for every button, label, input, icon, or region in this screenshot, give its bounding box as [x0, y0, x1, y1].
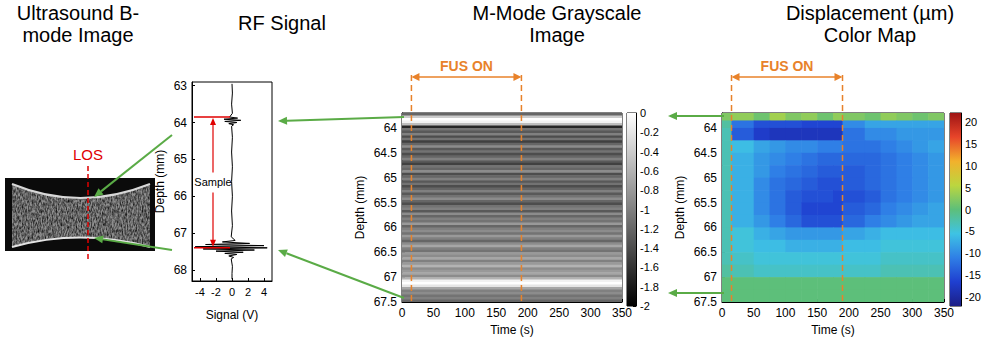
svg-text:-0.2: -0.2: [640, 126, 659, 138]
svg-text:Signal (V): Signal (V): [206, 308, 259, 322]
svg-text:-15: -15: [965, 269, 981, 281]
svg-text:50: 50: [427, 306, 441, 320]
svg-text:65: 65: [174, 152, 188, 166]
svg-text:67: 67: [174, 226, 188, 240]
svg-text:250: 250: [871, 306, 891, 320]
svg-text:-10: -10: [965, 247, 981, 259]
svg-text:63: 63: [174, 79, 188, 93]
svg-text:-0.4: -0.4: [640, 146, 659, 158]
svg-text:20: 20: [965, 116, 977, 128]
svg-text:300: 300: [581, 306, 601, 320]
svg-text:66.5: 66.5: [694, 245, 718, 259]
svg-text:200: 200: [518, 306, 538, 320]
svg-text:67.5: 67.5: [694, 295, 718, 309]
svg-text:FUS ON: FUS ON: [761, 58, 814, 74]
svg-text:15: 15: [965, 138, 977, 150]
svg-text:Sample: Sample: [194, 176, 231, 188]
svg-text:-2: -2: [640, 300, 650, 312]
svg-text:0: 0: [640, 107, 646, 119]
svg-text:65: 65: [384, 171, 398, 185]
svg-text:250: 250: [549, 306, 569, 320]
svg-text:100: 100: [775, 306, 795, 320]
svg-text:10: 10: [965, 160, 977, 172]
svg-text:Depth (mm): Depth (mm): [353, 176, 367, 239]
svg-text:-2: -2: [211, 286, 221, 298]
svg-text:300: 300: [902, 306, 922, 320]
svg-text:M-Mode GrayscaleImage: M-Mode GrayscaleImage: [473, 2, 642, 46]
svg-text:Time (s): Time (s): [811, 323, 855, 337]
svg-text:0: 0: [399, 306, 406, 320]
svg-text:65.5: 65.5: [694, 196, 718, 210]
svg-text:4: 4: [261, 286, 267, 298]
svg-text:0: 0: [965, 204, 971, 216]
svg-text:64: 64: [704, 121, 718, 135]
svg-text:-1.6: -1.6: [640, 261, 659, 273]
svg-text:65.5: 65.5: [374, 196, 398, 210]
svg-text:68: 68: [174, 263, 188, 277]
svg-text:-4: -4: [195, 286, 205, 298]
svg-text:66: 66: [704, 220, 718, 234]
svg-text:-1.8: -1.8: [640, 281, 659, 293]
svg-text:Ultrasound B-mode Image: Ultrasound B-mode Image: [17, 2, 139, 46]
svg-text:66.5: 66.5: [374, 245, 398, 259]
svg-text:50: 50: [747, 306, 761, 320]
svg-text:67.5: 67.5: [374, 295, 398, 309]
svg-text:64.5: 64.5: [374, 146, 398, 160]
svg-text:64.5: 64.5: [694, 146, 718, 160]
svg-text:-0.6: -0.6: [640, 165, 659, 177]
svg-text:-20: -20: [965, 291, 981, 303]
svg-text:66: 66: [174, 189, 188, 203]
svg-text:100: 100: [455, 306, 475, 320]
svg-text:-0.8: -0.8: [640, 184, 659, 196]
svg-text:Displacement (µm)Color Map: Displacement (µm)Color Map: [786, 2, 954, 46]
svg-text:150: 150: [807, 306, 827, 320]
svg-text:Depth (mm): Depth (mm): [153, 150, 167, 213]
svg-text:-1.2: -1.2: [640, 223, 659, 235]
svg-text:LOS: LOS: [73, 146, 103, 163]
svg-text:350: 350: [934, 306, 954, 320]
svg-text:200: 200: [839, 306, 859, 320]
svg-text:RF Signal: RF Signal: [238, 12, 326, 34]
svg-text:64: 64: [174, 116, 188, 130]
svg-text:66: 66: [384, 220, 398, 234]
svg-text:67: 67: [384, 270, 398, 284]
svg-text:0: 0: [719, 306, 726, 320]
svg-text:-1.4: -1.4: [640, 242, 659, 254]
svg-text:5: 5: [965, 182, 971, 194]
svg-text:67: 67: [704, 270, 718, 284]
svg-text:150: 150: [486, 306, 506, 320]
svg-text:-1: -1: [640, 204, 650, 216]
svg-text:Time (s): Time (s): [490, 323, 534, 337]
svg-text:64: 64: [384, 121, 398, 135]
svg-text:0: 0: [229, 286, 235, 298]
svg-text:2: 2: [245, 286, 251, 298]
svg-text:-5: -5: [965, 225, 975, 237]
svg-text:65: 65: [704, 171, 718, 185]
svg-text:FUS ON: FUS ON: [440, 58, 493, 74]
svg-text:Depth (mm): Depth (mm): [673, 176, 687, 239]
svg-text:350: 350: [612, 306, 632, 320]
